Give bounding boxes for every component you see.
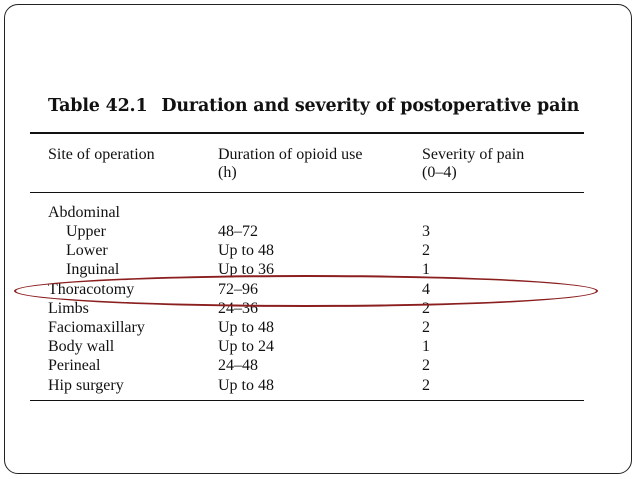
table-caption: Table 42.1 Duration and severity of posto…: [48, 96, 579, 116]
cell-duration: Up to 24: [218, 338, 274, 355]
cell-duration: 24–48: [218, 357, 258, 374]
table-title: Duration and severity of postoperative p…: [161, 96, 580, 116]
cell-site: Body wall: [48, 338, 115, 355]
cell-duration: 24–36: [218, 300, 258, 317]
cell-severity: 2: [422, 300, 430, 317]
cell-site: Lower: [66, 242, 108, 259]
table-header-rule: [30, 192, 584, 193]
cell-duration: 48–72: [218, 223, 258, 240]
cell-severity: 2: [422, 242, 430, 259]
cell-severity: 2: [422, 357, 430, 374]
cell-site: Hip surgery: [48, 377, 124, 394]
cell-site: Limbs: [48, 300, 89, 317]
cell-duration: Up to 48: [218, 242, 274, 259]
cell-severity: 1: [422, 261, 430, 278]
column-header-site: Site of operation: [48, 146, 155, 163]
column-header-duration: Duration of opioid use (h): [218, 146, 363, 181]
cell-severity: 2: [422, 377, 430, 394]
slide-frame: [4, 4, 632, 474]
cell-severity: 1: [422, 338, 430, 355]
cell-duration: Up to 36: [218, 261, 274, 278]
cell-site: Faciomaxillary: [48, 319, 145, 336]
cell-site: Thoracotomy: [48, 281, 135, 298]
cell-duration: 72–96: [218, 281, 258, 298]
cell-severity: 4: [422, 281, 430, 298]
table-top-rule: [30, 132, 584, 134]
cell-site: Upper: [66, 223, 106, 240]
cell-site: Perineal: [48, 357, 101, 374]
table-bottom-rule: [30, 400, 584, 401]
column-header-severity: Severity of pain (0–4): [422, 146, 525, 181]
cell-severity: 2: [422, 319, 430, 336]
cell-severity: 3: [422, 223, 430, 240]
cell-duration: Up to 48: [218, 377, 274, 394]
group-label-abdominal: Abdominal: [48, 204, 120, 221]
cell-site: Inguinal: [66, 261, 120, 278]
cell-duration: Up to 48: [218, 319, 274, 336]
table-number: Table 42.1: [48, 96, 148, 116]
